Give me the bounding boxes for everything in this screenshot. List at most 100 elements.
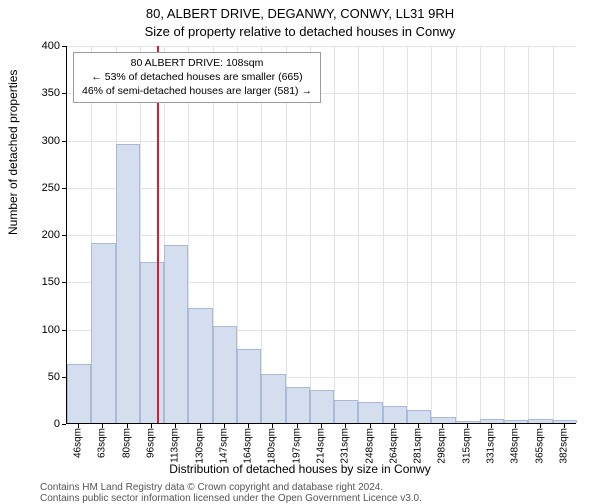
histogram-bar	[383, 406, 407, 423]
x-tick-mark	[248, 424, 249, 428]
y-tick-mark	[62, 330, 66, 331]
y-tick-label: 300	[24, 135, 60, 147]
x-axis-label: Distribution of detached houses by size …	[0, 462, 600, 476]
x-tick-label: 46sqm	[73, 428, 84, 458]
x-tick-label: 348sqm	[510, 428, 521, 464]
x-tick-label: 331sqm	[486, 428, 497, 464]
gridline-v	[334, 46, 335, 423]
x-tick-label: 180sqm	[267, 428, 278, 464]
histogram-bar	[213, 326, 237, 423]
y-axis-label: Number of detached properties	[6, 70, 20, 235]
x-tick-mark	[78, 424, 79, 428]
histogram-bar	[334, 400, 358, 423]
histogram-bar	[553, 420, 577, 423]
x-tick-label: 80sqm	[121, 428, 132, 458]
histogram-bar	[310, 390, 334, 423]
x-tick-mark	[394, 424, 395, 428]
x-tick-label: 147sqm	[218, 428, 229, 464]
y-tick-label: 200	[24, 229, 60, 241]
histogram-bar	[67, 364, 91, 423]
x-tick-label: 248sqm	[364, 428, 375, 464]
y-tick-label: 350	[24, 87, 60, 99]
gridline-v	[480, 46, 481, 423]
x-tick-mark	[491, 424, 492, 428]
histogram-bar	[358, 402, 382, 423]
y-tick-label: 400	[24, 40, 60, 52]
y-tick-mark	[62, 282, 66, 283]
y-tick-label: 0	[24, 418, 60, 430]
gridline-h	[67, 141, 576, 142]
marker-line	[157, 46, 159, 423]
histogram-bar	[116, 144, 140, 423]
x-tick-mark	[321, 424, 322, 428]
histogram-bar	[286, 387, 310, 423]
gridline-v	[383, 46, 384, 423]
x-tick-mark	[564, 424, 565, 428]
x-tick-mark	[127, 424, 128, 428]
x-tick-label: 281sqm	[413, 428, 424, 464]
y-tick-label: 50	[24, 371, 60, 383]
chart-title-address: 80, ALBERT DRIVE, DEGANWY, CONWY, LL31 9…	[0, 6, 600, 21]
x-tick-mark	[200, 424, 201, 428]
x-tick-mark	[224, 424, 225, 428]
chart-title-subtitle: Size of property relative to detached ho…	[0, 24, 600, 39]
histogram-bar	[528, 419, 552, 423]
y-tick-label: 150	[24, 276, 60, 288]
histogram-bar	[407, 410, 431, 423]
histogram-bar	[164, 245, 188, 423]
histogram-bar	[91, 243, 115, 423]
x-tick-mark	[418, 424, 419, 428]
x-tick-mark	[175, 424, 176, 428]
histogram-bar	[431, 417, 455, 423]
x-tick-label: 315sqm	[461, 428, 472, 464]
histogram-bar	[261, 374, 285, 423]
annotation-line3: 46% of semi-detached houses are larger (…	[82, 84, 312, 98]
plot-area: 80 ALBERT DRIVE: 108sqm ← 53% of detache…	[66, 46, 576, 424]
x-tick-mark	[272, 424, 273, 428]
y-tick-mark	[62, 46, 66, 47]
gridline-v	[407, 46, 408, 423]
x-tick-label: 264sqm	[388, 428, 399, 464]
y-tick-mark	[62, 93, 66, 94]
y-tick-label: 250	[24, 182, 60, 194]
x-tick-mark	[297, 424, 298, 428]
x-tick-mark	[515, 424, 516, 428]
x-tick-mark	[345, 424, 346, 428]
y-tick-mark	[62, 188, 66, 189]
gridline-v	[456, 46, 457, 423]
histogram-bar	[140, 262, 164, 423]
x-tick-label: 164sqm	[243, 428, 254, 464]
x-tick-mark	[151, 424, 152, 428]
x-tick-mark	[442, 424, 443, 428]
gridline-v	[553, 46, 554, 423]
histogram-bar	[480, 419, 504, 423]
gridline-v	[261, 46, 262, 423]
x-tick-label: 96sqm	[146, 428, 157, 458]
x-tick-label: 113sqm	[170, 428, 181, 463]
gridline-v	[310, 46, 311, 423]
gridline-h	[67, 188, 576, 189]
histogram-bar	[456, 421, 480, 423]
x-tick-label: 298sqm	[437, 428, 448, 464]
annotation-line2: ← 53% of detached houses are smaller (66…	[82, 70, 312, 84]
gridline-v	[431, 46, 432, 423]
gridline-h	[67, 46, 576, 47]
x-tick-label: 63sqm	[97, 428, 108, 458]
x-tick-mark	[102, 424, 103, 428]
y-tick-mark	[62, 141, 66, 142]
annotation-line1: 80 ALBERT DRIVE: 108sqm	[82, 56, 312, 70]
y-tick-label: 100	[24, 324, 60, 336]
x-tick-label: 382sqm	[558, 428, 569, 464]
histogram-bar	[237, 349, 261, 423]
gridline-v	[286, 46, 287, 423]
x-tick-mark	[540, 424, 541, 428]
histogram-bar	[188, 308, 212, 423]
footer-text: Contains HM Land Registry data © Crown c…	[40, 482, 422, 504]
chart-container: 80, ALBERT DRIVE, DEGANWY, CONWY, LL31 9…	[0, 0, 600, 500]
y-tick-mark	[62, 235, 66, 236]
x-tick-label: 197sqm	[291, 428, 302, 464]
x-tick-label: 231sqm	[340, 428, 351, 464]
x-tick-label: 214sqm	[316, 428, 327, 464]
y-tick-mark	[62, 424, 66, 425]
x-tick-label: 365sqm	[534, 428, 545, 464]
